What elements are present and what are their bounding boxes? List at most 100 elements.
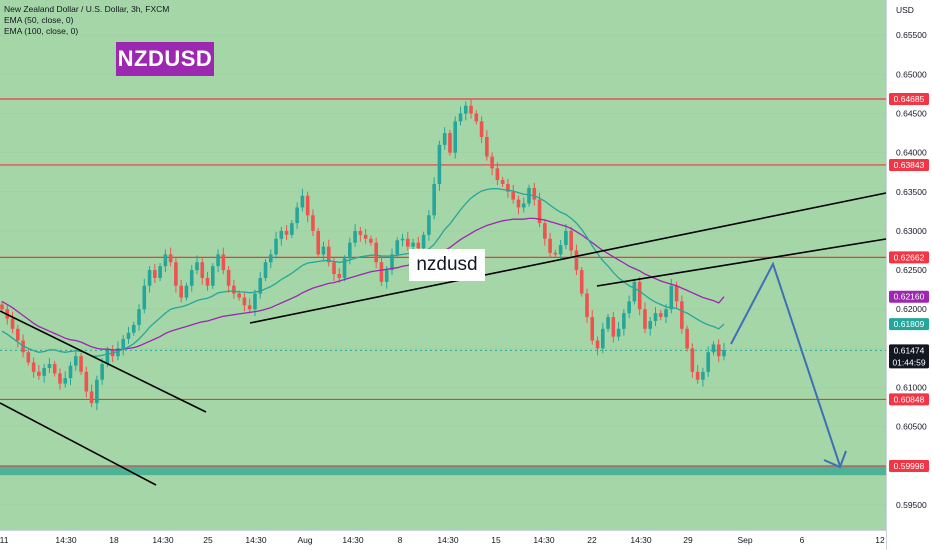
candle-body bbox=[658, 313, 663, 318]
time-tick-label: 14:30 bbox=[342, 535, 364, 545]
candle-body bbox=[669, 285, 674, 310]
price-tick-label: 0.64500 bbox=[896, 109, 927, 119]
time-tick-label: 6 bbox=[800, 535, 805, 545]
candle-body bbox=[585, 293, 589, 318]
price-labels: 0.64685 0.63843 0.62662 0.62160 0.61809 0.614… bbox=[889, 93, 929, 472]
candle-body bbox=[453, 121, 458, 153]
candle-body bbox=[469, 105, 473, 114]
candle-body bbox=[321, 246, 326, 255]
candle-body bbox=[290, 223, 294, 235]
candle-body bbox=[432, 183, 436, 216]
price-label-badge bbox=[889, 344, 929, 369]
candle-body bbox=[500, 180, 505, 184]
candle-body bbox=[268, 254, 273, 263]
candle-body bbox=[400, 238, 405, 241]
price-label-badge bbox=[889, 318, 929, 331]
candle-body bbox=[184, 285, 189, 298]
label-badge: nzdusd bbox=[409, 249, 485, 281]
candles bbox=[0, 99, 726, 411]
candle-body bbox=[63, 378, 68, 384]
currency-label: USD bbox=[896, 5, 914, 15]
candle-body bbox=[527, 187, 531, 204]
time-tick-label: 12 bbox=[875, 535, 885, 545]
time-tick-label: 22 bbox=[587, 535, 597, 545]
price-axis-panel[interactable] bbox=[886, 0, 932, 550]
candle-body bbox=[31, 362, 36, 372]
candle-body bbox=[274, 238, 278, 255]
price-label-text: 0.63843 bbox=[894, 160, 925, 170]
candle-body bbox=[611, 317, 616, 337]
candle-body bbox=[221, 254, 226, 271]
candle-body bbox=[216, 254, 220, 267]
candle-body bbox=[358, 230, 363, 235]
candle-body bbox=[58, 373, 62, 384]
candle-body bbox=[622, 313, 626, 329]
candle-body bbox=[595, 340, 600, 349]
price-tick-label: 0.63000 bbox=[896, 226, 927, 236]
time-tick-label: Sep bbox=[737, 535, 752, 545]
candle-body bbox=[226, 270, 231, 286]
candle-body bbox=[490, 156, 494, 169]
candle-body bbox=[232, 285, 236, 294]
price-label-text: 0.62662 bbox=[894, 252, 925, 262]
price-label-badge bbox=[889, 93, 929, 106]
candle-body bbox=[348, 242, 352, 259]
candle-body bbox=[379, 262, 384, 282]
candle-body bbox=[211, 266, 215, 286]
candle-body bbox=[174, 262, 178, 286]
legend-ema100: EMA (100, close, 0) bbox=[4, 26, 79, 36]
candle-body bbox=[73, 356, 78, 366]
candle-body bbox=[305, 195, 310, 216]
candle-body bbox=[237, 293, 241, 298]
candle-body bbox=[353, 230, 357, 243]
candle-body bbox=[384, 270, 389, 282]
candle-body bbox=[316, 230, 321, 255]
price-tick-label: 0.65500 bbox=[896, 30, 927, 40]
candle-body bbox=[16, 328, 20, 341]
candle-body bbox=[664, 309, 668, 318]
candle-body bbox=[142, 285, 147, 310]
candle-body bbox=[479, 121, 484, 138]
candle-body bbox=[648, 320, 653, 329]
time-axis-panel[interactable] bbox=[0, 530, 886, 550]
candle-body bbox=[68, 365, 73, 379]
candle-body bbox=[79, 356, 83, 372]
time-tick-label: 14:30 bbox=[437, 535, 459, 545]
price-tick-label: 0.60500 bbox=[896, 422, 927, 432]
candle-body bbox=[284, 230, 289, 235]
rising-support-trendline bbox=[249, 192, 887, 324]
candle-body bbox=[537, 199, 542, 224]
candle-body bbox=[195, 262, 199, 271]
candle-body bbox=[532, 187, 537, 200]
projection-arrowhead bbox=[823, 450, 847, 469]
candle-body bbox=[253, 293, 257, 310]
candle-body bbox=[200, 262, 205, 278]
candle-body bbox=[695, 371, 700, 380]
candle-body bbox=[121, 338, 126, 349]
candle-body bbox=[0, 304, 4, 310]
candle-body bbox=[427, 215, 431, 235]
candle-body bbox=[395, 240, 400, 255]
time-tick-label: 14:30 bbox=[630, 535, 652, 545]
time-tick-label: Aug bbox=[297, 535, 312, 545]
title-badge: NZDUSD bbox=[116, 42, 214, 76]
channel-lower-trendline bbox=[0, 402, 157, 486]
candle-body bbox=[390, 254, 394, 271]
candle-body bbox=[553, 252, 558, 255]
price-tick-label: 0.62500 bbox=[896, 265, 927, 275]
channel-upper-trendline bbox=[0, 310, 207, 413]
candle-body bbox=[685, 328, 689, 349]
candle-body bbox=[342, 258, 347, 278]
candle-body bbox=[158, 266, 162, 278]
candle-body bbox=[247, 305, 252, 310]
time-tick-label: 14:30 bbox=[152, 535, 174, 545]
candle-body bbox=[674, 285, 679, 302]
candle-body bbox=[680, 301, 684, 329]
candle-body bbox=[116, 348, 120, 357]
candle-body bbox=[311, 215, 315, 231]
candle-body bbox=[411, 242, 415, 247]
chart-legend: New Zealand Dollar / U.S. Dollar, 3h, FX… bbox=[4, 4, 169, 37]
price-label-text: 0.61809 bbox=[894, 319, 925, 329]
countdown-text: 01:44:59 bbox=[892, 357, 925, 367]
